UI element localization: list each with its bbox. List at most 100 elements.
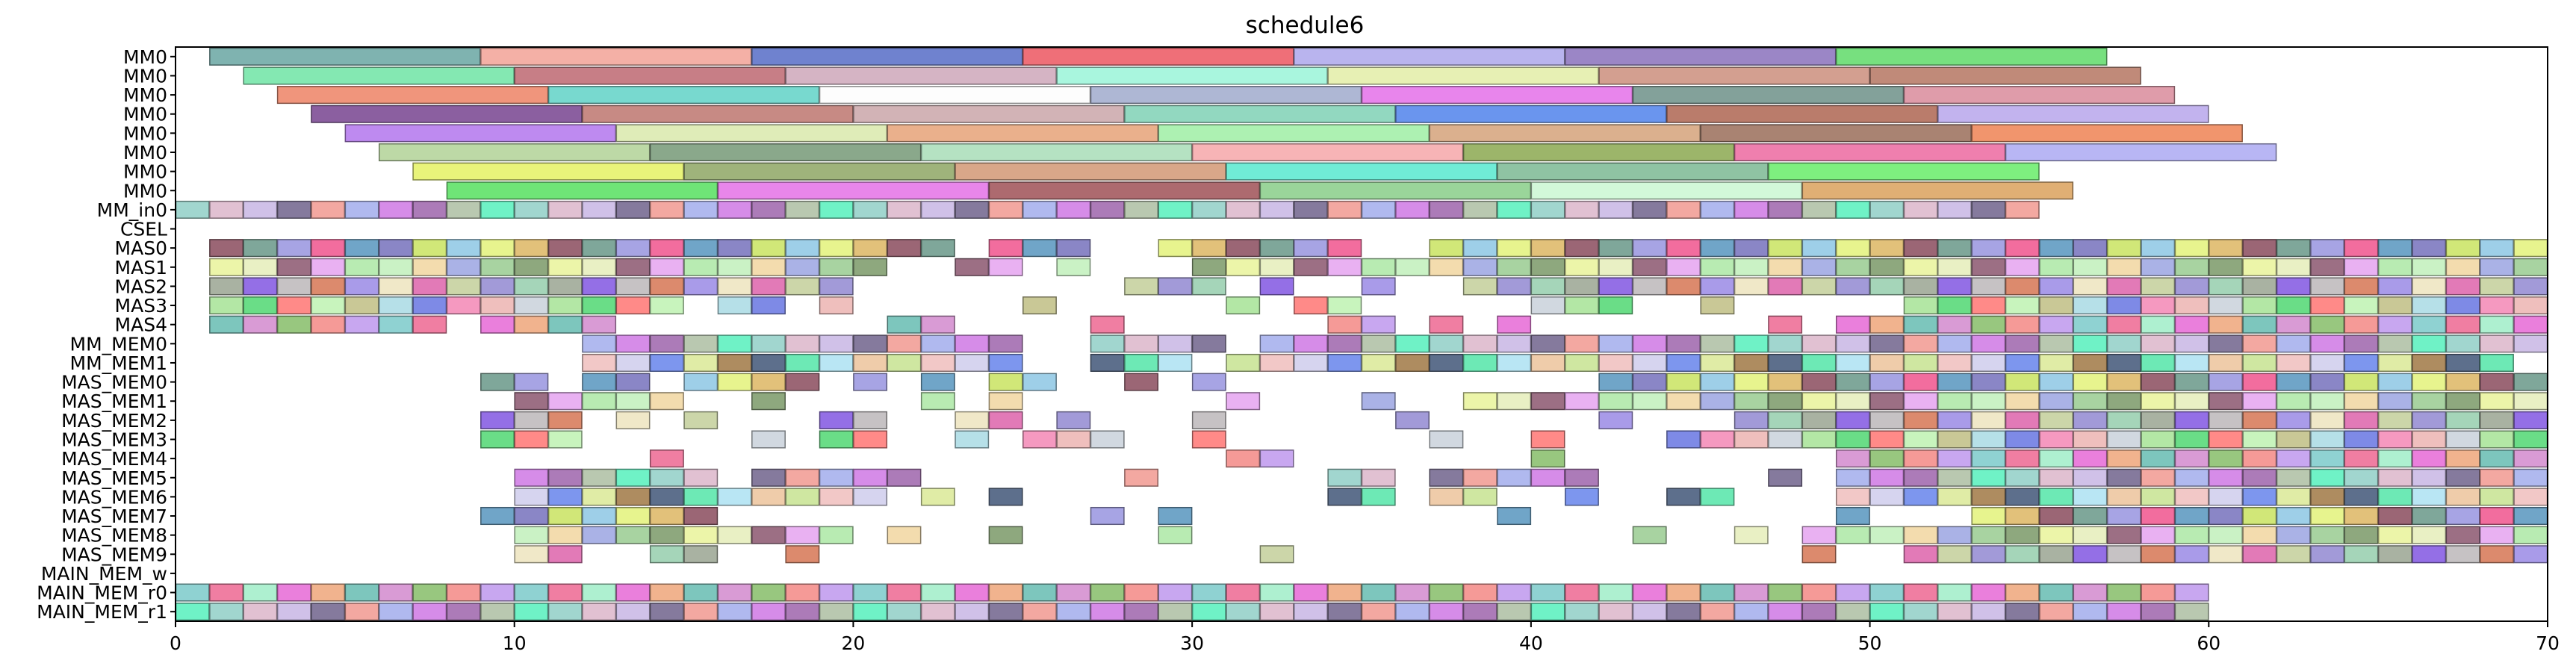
task-bar bbox=[2073, 583, 2108, 602]
task-bar bbox=[1903, 545, 1938, 564]
task-bar bbox=[514, 277, 549, 296]
task-bar bbox=[1700, 124, 1972, 143]
task-bar bbox=[175, 603, 210, 621]
task-bar bbox=[717, 583, 752, 602]
task-bar bbox=[1497, 200, 1532, 219]
task-bar bbox=[2174, 392, 2209, 411]
task-bar bbox=[1395, 200, 1430, 219]
task-bar bbox=[955, 258, 990, 276]
task-bar bbox=[1226, 603, 1261, 621]
task-bar bbox=[2445, 373, 2480, 391]
task-bar bbox=[547, 411, 583, 429]
task-bar bbox=[1429, 258, 1464, 276]
task-bar bbox=[1158, 335, 1193, 353]
task-bar bbox=[2513, 449, 2548, 468]
task-bar bbox=[683, 200, 719, 219]
y-tick-label: MM_MEM0 bbox=[70, 333, 167, 355]
task-bar bbox=[1700, 296, 1735, 315]
task-bar bbox=[1937, 277, 1972, 296]
task-bar bbox=[2141, 392, 2176, 411]
task-bar bbox=[2412, 488, 2447, 506]
task-bar bbox=[1226, 353, 1261, 372]
task-bar bbox=[2174, 239, 2209, 258]
task-bar bbox=[2276, 411, 2311, 429]
task-bar bbox=[920, 392, 955, 411]
task-bar bbox=[276, 583, 311, 602]
task-bar bbox=[1429, 488, 1464, 506]
y-tick-label: MM0 bbox=[123, 84, 167, 106]
task-bar bbox=[988, 353, 1023, 372]
task-bar bbox=[1327, 239, 1362, 258]
task-bar bbox=[988, 488, 1023, 506]
task-bar bbox=[853, 335, 888, 353]
task-bar bbox=[2412, 506, 2447, 526]
task-bar bbox=[2005, 526, 2040, 544]
task-bar bbox=[1462, 239, 1498, 258]
task-bar bbox=[717, 526, 752, 544]
task-bar bbox=[1090, 353, 1125, 372]
task-bar bbox=[446, 239, 481, 258]
task-bar bbox=[1937, 373, 1972, 391]
task-bar bbox=[2174, 430, 2209, 449]
task-bar bbox=[615, 603, 651, 621]
task-bar bbox=[683, 373, 719, 391]
task-bar bbox=[1259, 239, 1294, 258]
x-tick-label: 50 bbox=[1858, 632, 1882, 654]
task-bar bbox=[785, 335, 820, 353]
task-bar bbox=[2242, 430, 2277, 449]
task-bar bbox=[1530, 430, 1565, 449]
task-bar bbox=[2310, 488, 2345, 506]
task-bar bbox=[1124, 277, 1159, 296]
task-bar bbox=[1700, 258, 1735, 276]
task-bar bbox=[988, 392, 1023, 411]
task-bar bbox=[649, 583, 684, 602]
task-bar bbox=[988, 335, 1023, 353]
task-bar bbox=[683, 603, 719, 621]
x-axis: 0 10 20 30 40 50 60 70 bbox=[170, 621, 2560, 654]
task-bar bbox=[819, 353, 854, 372]
task-bar bbox=[1835, 353, 1870, 372]
task-bar bbox=[649, 488, 684, 506]
task-bar bbox=[2344, 411, 2379, 429]
task-bar bbox=[378, 277, 413, 296]
task-bar bbox=[1869, 258, 1905, 276]
task-bar bbox=[683, 526, 719, 544]
task-bar bbox=[1226, 296, 1261, 315]
task-bar bbox=[1869, 468, 1905, 487]
task-bar bbox=[1564, 239, 1599, 258]
task-bar bbox=[853, 583, 888, 602]
task-bar bbox=[1191, 277, 1226, 296]
task-bar bbox=[1327, 603, 1362, 621]
task-bar bbox=[2005, 449, 2040, 468]
task-bar bbox=[2276, 353, 2311, 372]
task-bar bbox=[1632, 86, 1905, 105]
task-bar bbox=[1497, 603, 1532, 621]
task-bar bbox=[1022, 239, 1057, 258]
task-bar bbox=[615, 353, 651, 372]
task-bar bbox=[1903, 296, 1938, 315]
task-bar bbox=[615, 124, 888, 143]
task-bar bbox=[243, 258, 278, 276]
task-bar bbox=[1835, 258, 1870, 276]
task-bar bbox=[1294, 603, 1328, 621]
task-bar bbox=[2174, 277, 2209, 296]
task-bar bbox=[1801, 603, 1837, 621]
task-bar bbox=[1090, 430, 1125, 449]
task-bar bbox=[1666, 488, 1701, 506]
task-bar bbox=[1700, 373, 1735, 391]
task-bar bbox=[2377, 430, 2412, 449]
task-bar bbox=[819, 239, 854, 258]
task-bar bbox=[1903, 86, 2176, 105]
task-bar bbox=[2039, 603, 2074, 621]
task-bar bbox=[920, 200, 955, 219]
y-tick-label: MAS2 bbox=[115, 276, 167, 297]
task-bar bbox=[615, 468, 651, 487]
task-bar bbox=[2242, 411, 2277, 429]
task-bar bbox=[1666, 105, 1938, 123]
task-bar bbox=[2344, 353, 2379, 372]
task-bar bbox=[2039, 296, 2074, 315]
task-bar bbox=[1530, 200, 1565, 219]
task-bar bbox=[615, 296, 651, 315]
task-bar bbox=[853, 200, 888, 219]
task-bar bbox=[1530, 603, 1565, 621]
